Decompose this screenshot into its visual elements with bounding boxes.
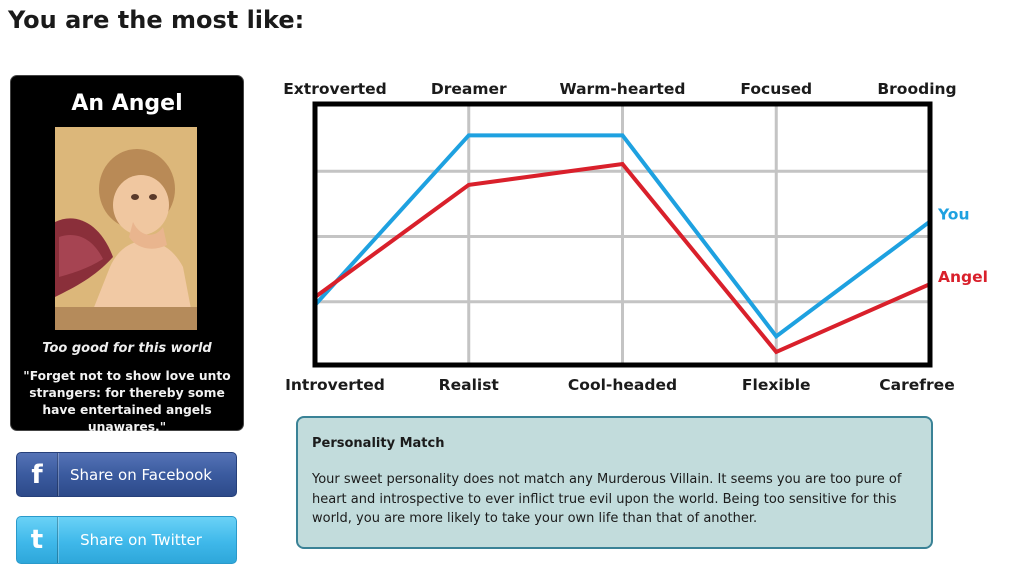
series-label-angel: Angel — [938, 268, 988, 286]
series-line-angel — [313, 161, 931, 355]
share-facebook-label: Share on Facebook — [70, 465, 212, 484]
personality-chart-svg: Extroverted Dreamer Warm-hearted Focused Bro… — [283, 80, 988, 394]
share-facebook-button[interactable]: f Share on Facebook — [16, 452, 237, 497]
page-title: You are the most like: — [8, 6, 305, 34]
bottom-axis-label: Realist — [439, 376, 500, 394]
personality-match-box: Personality Match Your sweet personality… — [296, 416, 933, 549]
facebook-icon: f — [17, 453, 58, 496]
series-label-you: You — [937, 205, 969, 223]
result-tagline: Too good for this world — [42, 341, 212, 356]
top-axis-label: Extroverted — [283, 80, 387, 98]
personality-match-text: Your sweet personality does not match an… — [312, 472, 902, 526]
top-axis-label: Dreamer — [431, 80, 507, 98]
series-line-you — [313, 133, 932, 340]
result-title: An Angel — [71, 91, 183, 116]
share-twitter-button[interactable]: t Share on Twitter — [16, 516, 237, 564]
share-twitter-label: Share on Twitter — [80, 531, 202, 549]
bottom-axis-label: Carefree — [879, 376, 954, 394]
personality-chart: Extroverted Dreamer Warm-hearted Focused Bro… — [270, 70, 1000, 400]
bottom-axis-label: Cool-headed — [568, 376, 677, 394]
bottom-axis-label: Flexible — [742, 376, 811, 394]
twitter-icon: t — [17, 517, 58, 563]
result-quote: "Forget not to show love unto strangers:… — [23, 369, 231, 434]
top-axis-label: Focused — [740, 80, 812, 98]
result-card: An Angel Too good for this world "Forget… — [10, 75, 244, 434]
chart-frame — [312, 101, 933, 368]
angel-portrait-image — [55, 127, 197, 330]
bottom-axis-label: Introverted — [285, 376, 385, 394]
top-axis-label: Warm-hearted — [560, 80, 686, 98]
top-axis-label: Brooding — [877, 80, 956, 98]
personality-match-heading: Personality Match — [312, 436, 445, 451]
